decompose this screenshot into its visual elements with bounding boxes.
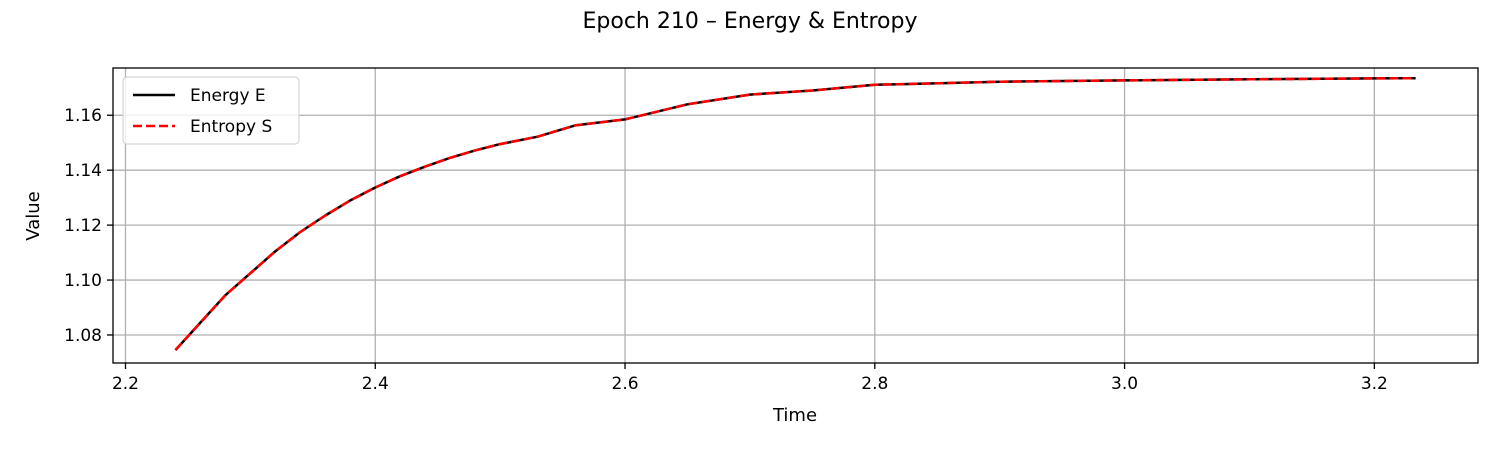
x-tick-label: 3.0 [1111, 374, 1138, 394]
x-tick-label: 2.2 [112, 374, 139, 394]
x-tick-label: 2.4 [362, 374, 389, 394]
plot-lines [174, 76, 1416, 351]
legend: Energy E Entropy S [122, 76, 300, 145]
x-tick-label: 3.2 [1361, 374, 1388, 394]
y-tick-label: 1.14 [64, 161, 102, 181]
y-axis-ticks: 1.08 1.10 1.12 1.14 1.16 [64, 106, 113, 346]
y-tick-label: 1.16 [64, 106, 102, 126]
energy-series-line [174, 76, 1416, 351]
legend-entropy-label: Entropy S [190, 117, 272, 137]
legend-energy-label: Energy E [190, 86, 266, 106]
grid [113, 68, 1478, 363]
y-tick-label: 1.12 [64, 216, 102, 236]
x-tick-label: 2.8 [861, 374, 888, 394]
y-tick-label: 1.10 [64, 271, 102, 291]
x-tick-label: 2.6 [612, 374, 639, 394]
entropy-series-line [174, 76, 1416, 351]
y-tick-label: 1.08 [64, 326, 102, 346]
x-axis-ticks: 2.2 2.4 2.6 2.8 3.0 3.2 [112, 363, 1388, 394]
chart-title: Epoch 210 – Energy & Entropy [583, 9, 918, 34]
y-axis-label: Value [23, 191, 44, 240]
plot-frame [112, 67, 1479, 364]
x-axis-label: Time [772, 405, 817, 426]
